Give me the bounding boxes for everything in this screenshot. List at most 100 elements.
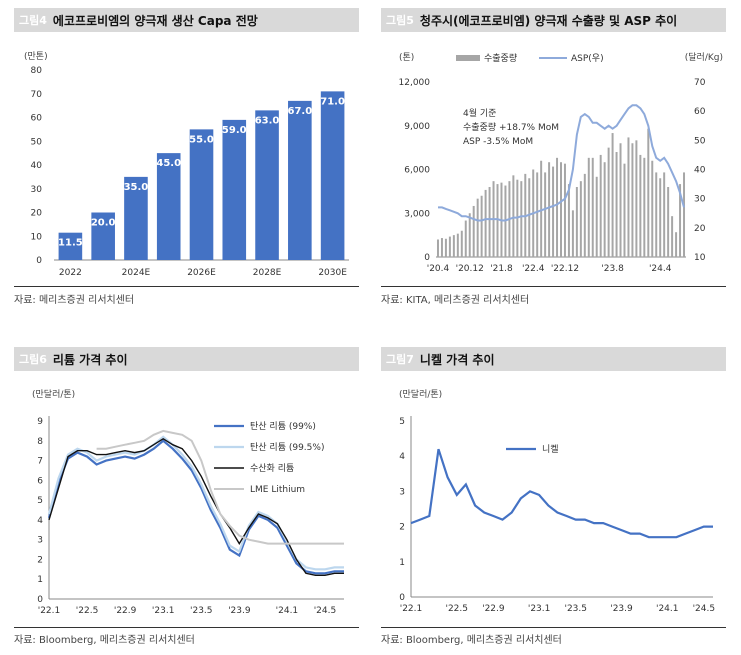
x-tick-label: '24.4 bbox=[649, 264, 672, 274]
right-tick-label: 10 bbox=[694, 253, 706, 263]
right-tick-label: 20 bbox=[694, 224, 706, 234]
panel-title-bar: 그림7 니켈 가격 추이 bbox=[381, 347, 726, 371]
y-tick-label: 0 bbox=[36, 256, 42, 266]
source-text: 자료: 메리츠증권 리서치센터 bbox=[14, 295, 135, 306]
right-tick-label: 70 bbox=[694, 78, 706, 88]
series-line bbox=[47, 435, 344, 571]
bar bbox=[58, 232, 83, 260]
figure-number: 그림5 bbox=[386, 14, 414, 27]
right-tick-label: 50 bbox=[694, 136, 706, 146]
export-bar bbox=[647, 128, 650, 257]
annotation-text: 수출중량 +18.7% MoM bbox=[463, 121, 559, 133]
export-bar bbox=[587, 157, 590, 257]
export-bar bbox=[607, 147, 610, 257]
bar bbox=[189, 129, 214, 260]
export-bar bbox=[571, 210, 574, 257]
y-axis-unit: (만톤) bbox=[24, 51, 48, 62]
source-divider bbox=[381, 627, 726, 628]
export-bar bbox=[464, 220, 467, 257]
y-tick-label: 1 bbox=[37, 575, 43, 585]
y-tick-label: 40 bbox=[31, 161, 43, 171]
y-tick-label: 20 bbox=[31, 209, 43, 219]
x-tick-label: '22.5 bbox=[76, 606, 99, 616]
data-label: 59.0 bbox=[222, 125, 247, 136]
x-tick-label: '23.5 bbox=[190, 606, 213, 616]
bar bbox=[124, 176, 148, 260]
export-bar bbox=[552, 166, 555, 257]
y-tick-label: 9 bbox=[37, 417, 43, 427]
export-bar bbox=[591, 157, 594, 257]
export-bar bbox=[468, 213, 471, 257]
export-asp-chart: (톤) (달러/Kg) 0 3,000 6,000 9,000 12,000 10 20 30 40… bbox=[399, 51, 724, 274]
panel-nickel: 그림7 니켈 가격 추이 (만달러/톤) 0 1 2 3 4 5 '22.1 '22.5 '22.… bbox=[381, 347, 726, 626]
export-bar bbox=[452, 235, 455, 257]
legend-label: 수산화 리튬 bbox=[250, 463, 294, 474]
export-bar bbox=[563, 163, 566, 257]
right-tick-label: 30 bbox=[694, 195, 706, 205]
y-tick-label: 30 bbox=[31, 185, 43, 195]
data-label: 20.0 bbox=[91, 218, 116, 229]
left-tick-label: 9,000 bbox=[404, 122, 430, 132]
export-bar bbox=[651, 160, 654, 257]
y-tick-label: 7 bbox=[37, 457, 43, 467]
panel-export: 그림5 청주시(에코프로비엠) 양극재 수출량 및 ASP 추이 (톤) (달러/… bbox=[381, 8, 726, 282]
export-bar bbox=[444, 238, 447, 257]
chart-title: 니켈 가격 추이 bbox=[419, 352, 495, 367]
series-line bbox=[410, 448, 713, 539]
export-bar bbox=[544, 172, 547, 257]
y-tick-label: 2 bbox=[37, 555, 43, 565]
export-bar bbox=[675, 232, 678, 257]
export-bar bbox=[476, 198, 479, 257]
figure-number: 그림7 bbox=[386, 353, 414, 366]
legend-label: 니켈 bbox=[542, 443, 559, 455]
bar bbox=[320, 91, 345, 260]
export-bar bbox=[575, 187, 578, 257]
x-tick-label: '23.9 bbox=[610, 604, 633, 614]
annotation-text: 4월 기준 bbox=[463, 107, 496, 119]
export-bar bbox=[480, 195, 483, 257]
y-tick-label: 2 bbox=[399, 523, 405, 533]
export-bar bbox=[460, 230, 463, 257]
legend-label: 탄산 리튬 (99.5%) bbox=[250, 442, 324, 453]
x-tick-label: '23.1 bbox=[152, 606, 175, 616]
data-label: 67.0 bbox=[287, 106, 312, 117]
y-tick-label: 5 bbox=[37, 496, 43, 506]
export-bar bbox=[436, 239, 439, 257]
left-tick-label: 3,000 bbox=[404, 209, 430, 219]
x-tick-label: '22.1 bbox=[38, 606, 61, 616]
source-divider bbox=[14, 627, 359, 628]
x-tick-label: '24.5 bbox=[693, 604, 716, 614]
x-tick-label: 2030E bbox=[318, 268, 347, 278]
export-bar bbox=[611, 133, 614, 257]
x-tick-label: 2022 bbox=[59, 268, 82, 278]
export-bar bbox=[448, 236, 451, 257]
x-tick-label: '22.12 bbox=[551, 264, 579, 274]
export-bar bbox=[619, 143, 622, 257]
export-bar bbox=[440, 238, 443, 257]
data-label: 11.5 bbox=[58, 238, 83, 249]
export-bar bbox=[655, 172, 658, 257]
x-tick-label: '20.4 bbox=[427, 264, 450, 274]
panel-title-bar: 그림6 리튬 가격 추이 bbox=[14, 347, 359, 371]
x-tick-label: '21.8 bbox=[490, 264, 513, 274]
right-tick-label: 40 bbox=[694, 166, 706, 176]
export-bar bbox=[456, 233, 459, 257]
legend-label: ASP(우) bbox=[571, 53, 604, 64]
y-axis-unit: (만달러/톤) bbox=[32, 388, 75, 400]
bar bbox=[288, 100, 312, 260]
export-bar bbox=[579, 181, 582, 257]
left-tick-label: 12,000 bbox=[399, 78, 431, 88]
capa-bar-chart: (만톤) 0 10 20 30 40 50 60 70 80 11.5 2022 20.0 35.0 202… bbox=[24, 51, 349, 278]
source-divider bbox=[14, 286, 359, 287]
x-tick-label: '24.1 bbox=[276, 606, 299, 616]
export-bar bbox=[472, 205, 475, 257]
data-label: 71.0 bbox=[320, 96, 345, 107]
export-bar bbox=[583, 173, 586, 257]
export-bar bbox=[643, 157, 646, 257]
right-axis-unit: (달러/Kg) bbox=[685, 51, 723, 63]
export-bar bbox=[560, 162, 562, 257]
x-tick-label: 2026E bbox=[187, 268, 216, 278]
export-bar bbox=[663, 172, 666, 257]
export-bar bbox=[599, 154, 602, 257]
data-label: 45.0 bbox=[156, 158, 181, 169]
